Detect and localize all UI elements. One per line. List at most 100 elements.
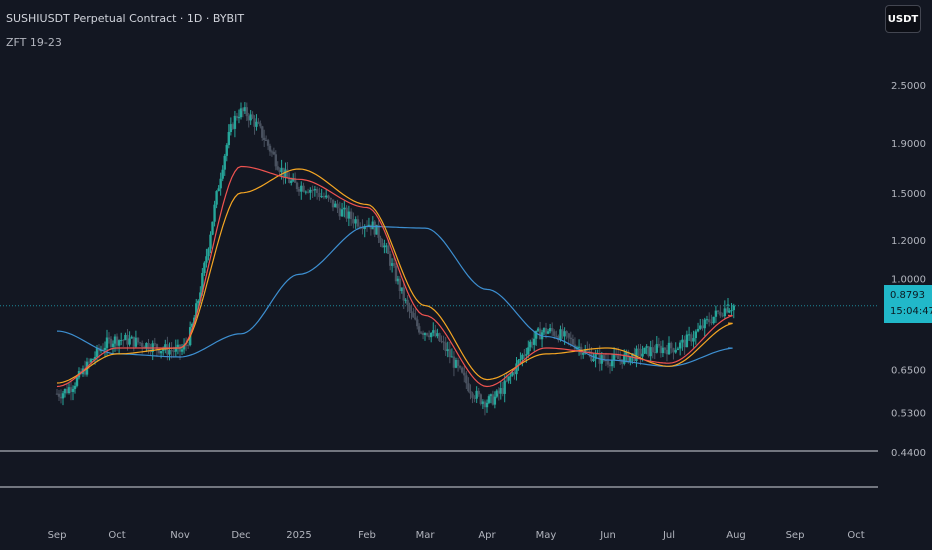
candle-body xyxy=(231,124,235,129)
candle-body xyxy=(627,351,630,363)
candle-body xyxy=(672,348,675,353)
candle-body xyxy=(83,368,87,375)
candle-body xyxy=(687,334,691,336)
candle-body xyxy=(623,354,626,364)
candle-body xyxy=(565,331,568,334)
x-tick-label: Sep xyxy=(48,530,67,541)
candle-body xyxy=(436,333,439,337)
x-tick-label: Jul xyxy=(662,530,675,541)
candle-body xyxy=(280,167,283,173)
candle-body xyxy=(134,337,138,347)
y-tick-label: 0.6500 xyxy=(891,366,926,377)
candle-body xyxy=(264,139,268,141)
candle-body xyxy=(602,355,606,361)
candle-body xyxy=(517,360,520,364)
y-tick-label: 2.5000 xyxy=(891,81,926,92)
candle-body xyxy=(352,219,355,224)
indicator-label[interactable]: ZFT 19-23 xyxy=(6,36,62,49)
candle-body xyxy=(255,121,258,127)
candle-body xyxy=(546,331,550,334)
candle-body xyxy=(390,263,394,266)
candle-body xyxy=(306,191,310,193)
candle-body xyxy=(728,310,731,313)
candle-body xyxy=(726,304,730,306)
candle-body xyxy=(128,338,131,345)
currency-button[interactable]: USDT xyxy=(885,5,921,33)
candle-body xyxy=(195,303,198,318)
candle-body xyxy=(647,346,650,357)
candle-body xyxy=(89,359,93,363)
candle-body xyxy=(544,328,548,334)
candle-body xyxy=(655,343,658,353)
candle-body xyxy=(569,337,572,339)
candle-body xyxy=(469,391,472,394)
candle-body xyxy=(297,188,301,192)
candle-body xyxy=(681,339,684,343)
candle-body xyxy=(284,169,287,178)
candle-body xyxy=(454,360,458,368)
candle-body xyxy=(456,360,460,366)
candle-body xyxy=(354,219,357,224)
candle-body xyxy=(629,356,632,363)
candle-body xyxy=(276,166,279,170)
candle-body xyxy=(266,140,270,146)
candle-body xyxy=(105,337,109,348)
candle-body xyxy=(723,308,727,317)
candle-body xyxy=(91,359,95,361)
candle-body xyxy=(286,169,289,178)
candle-body xyxy=(257,121,260,124)
candle-body xyxy=(495,390,499,397)
candle-body xyxy=(229,124,233,133)
candle-body xyxy=(120,340,123,342)
x-tick-label: Mar xyxy=(416,530,436,541)
candle-body xyxy=(75,377,79,386)
candle-body xyxy=(483,401,487,408)
candle-body xyxy=(67,387,71,394)
candle-body xyxy=(180,349,184,352)
candle-body xyxy=(577,346,581,348)
candle-body xyxy=(191,323,194,328)
x-tick-label: 2025 xyxy=(286,530,311,541)
candle-body xyxy=(213,204,216,222)
candle-body xyxy=(155,344,159,350)
candle-body xyxy=(398,278,402,292)
candle-body xyxy=(667,342,671,355)
candle-body xyxy=(233,115,237,129)
x-tick-label: Nov xyxy=(170,530,190,541)
candle-body xyxy=(227,132,230,146)
candle-body xyxy=(394,265,398,282)
candle-body xyxy=(130,336,133,339)
candle-body xyxy=(109,338,113,347)
candle-body xyxy=(379,237,382,243)
candle-body xyxy=(288,177,291,183)
candle-body xyxy=(290,180,293,183)
candle-body xyxy=(588,350,591,353)
candle-body xyxy=(649,347,652,357)
candle-body xyxy=(432,330,435,333)
candle-body xyxy=(657,343,661,346)
candle-body xyxy=(721,315,724,317)
candle-body xyxy=(625,351,628,355)
candle-body xyxy=(507,376,510,381)
candle-body xyxy=(434,330,437,337)
candle-body xyxy=(641,353,644,357)
candle-body xyxy=(268,145,272,152)
candle-body xyxy=(145,342,148,349)
candle-body xyxy=(489,394,493,397)
symbol-title[interactable]: SUSHIUSDT Perpetual Contract · 1D · BYBI… xyxy=(6,12,245,25)
candle-body xyxy=(582,353,585,355)
candle-body xyxy=(519,359,522,361)
x-tick-label: Apr xyxy=(478,530,496,541)
candle-body xyxy=(674,350,677,353)
candle-body xyxy=(225,145,228,156)
candle-body xyxy=(440,340,443,342)
candle-body xyxy=(371,221,374,230)
candle-body xyxy=(509,375,512,377)
candle-body xyxy=(219,178,222,189)
candle-body xyxy=(473,397,476,399)
candle-body xyxy=(261,126,264,138)
candle-body xyxy=(170,350,173,352)
candle-body xyxy=(465,375,468,384)
candle-body xyxy=(419,332,423,334)
